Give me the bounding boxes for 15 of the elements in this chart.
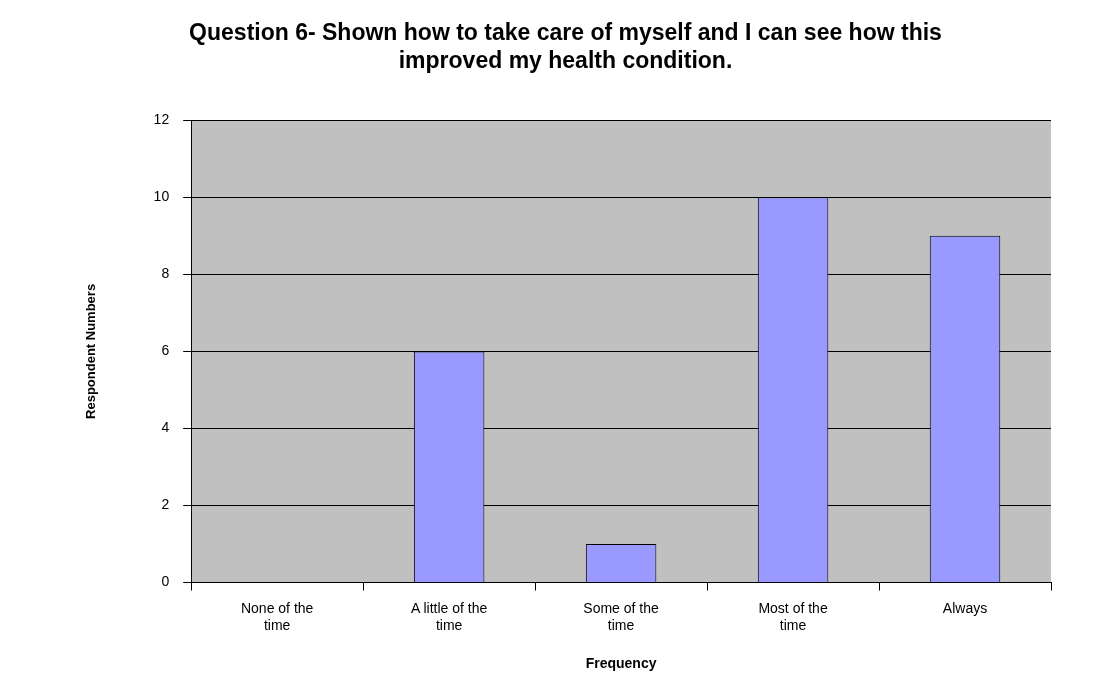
y-tick-label: 6	[161, 342, 170, 359]
y-axis-title: Respondent Numbers	[83, 283, 99, 419]
x-tick-label: Always	[942, 599, 988, 616]
y-tick-label: 4	[161, 419, 170, 436]
x-tick-label: Most of the time	[758, 599, 828, 633]
x-tick-label: A little of the time	[410, 599, 488, 633]
y-tick-label: 10	[153, 188, 170, 205]
y-tick-label: 0	[161, 573, 170, 590]
x-axis-title: Frequency	[585, 655, 657, 672]
x-tick-label: None of the time	[240, 599, 314, 633]
chart-title: Question 6- Shown how to take care of myself and I can see how this improved my health condition.	[189, 19, 942, 73]
y-tick-label: 2	[161, 496, 170, 513]
y-tick-label: 12	[153, 111, 170, 128]
x-tick-label: Some of the time	[583, 599, 660, 633]
y-tick-label: 8	[161, 265, 170, 282]
